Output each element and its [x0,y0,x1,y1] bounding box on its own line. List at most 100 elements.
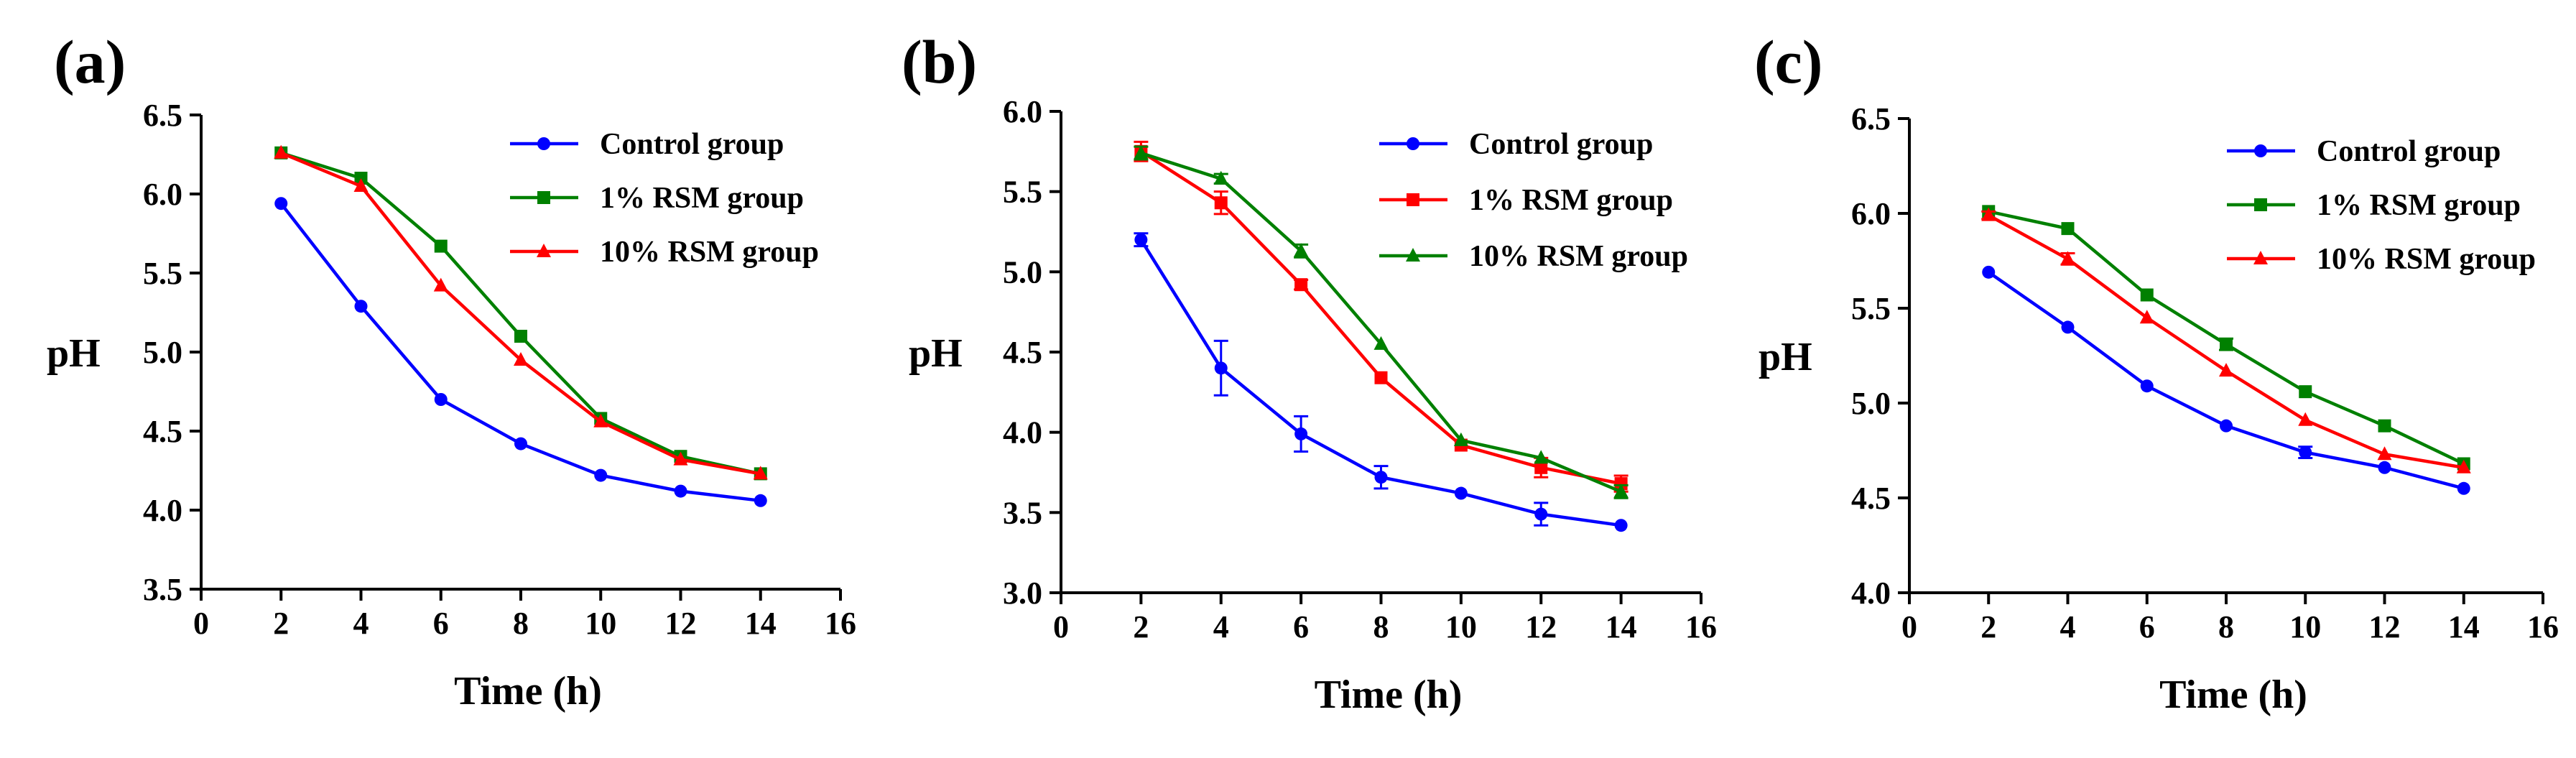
data-point [1214,196,1228,210]
data-point [2060,251,2075,265]
y-tick-label: 4.5 [1003,335,1042,370]
x-tick-label: 14 [1606,609,1637,644]
data-point [2061,222,2075,236]
data-point [1294,278,1308,292]
data-point [1453,432,1468,446]
data-point [1534,461,1548,474]
data-point [2299,445,2312,459]
y-tick-label: 6.0 [1003,94,1042,129]
data-point [2299,385,2312,399]
x-tick-label: 10 [585,606,616,641]
x-tick-label: 16 [825,606,856,641]
data-point [1981,207,1996,221]
y-tick-label: 5.5 [1851,291,1891,326]
x-tick-label: 4 [2060,609,2076,644]
panel-label: (b) [902,27,977,96]
x-tick-label: 2 [273,606,289,641]
data-point [2378,461,2391,474]
x-tick-label: 0 [193,606,209,641]
y-tick-label: 6.0 [143,177,182,212]
data-point [1454,486,1468,500]
legend-label: 1% RSM group [2317,189,2521,222]
x-tick-label: 12 [2369,609,2401,644]
data-point [1373,336,1389,350]
y-tick-label: 3.0 [1003,576,1042,611]
y-axis-title: pH [1759,335,1812,379]
data-point [1534,507,1548,521]
y-tick-label: 4.5 [1851,481,1891,516]
data-point [514,437,527,450]
data-point [1534,450,1549,464]
panel-b: (b) 3.0 3.5 4.0 4.5 5.0 5.5 6.0 0 2 4 6 8 10 12 14 16 Tim… [902,27,1717,717]
legend-marker [2254,198,2267,211]
data-point [433,277,448,292]
x-tick-label: 2 [1980,609,1996,644]
x-tick-label: 10 [2289,609,2321,644]
data-point [2377,446,2392,461]
x-tick-label: 2 [1133,609,1149,644]
x-tick-label: 14 [2448,609,2480,644]
panel-c: (c) 4.0 4.5 5.0 5.5 6.0 6.5 0 2 4 6 8 10 12 14 16 Time (… [1754,27,2559,717]
x-tick-label: 4 [353,606,369,641]
legend-marker [1407,193,1419,206]
data-point [2298,412,2313,426]
data-point [274,144,289,159]
series-control-group [1134,232,1628,532]
x-tick-label: 6 [433,606,449,641]
data-point [1613,484,1628,498]
panel-label: (a) [54,27,126,96]
series-control-group [1982,265,2470,495]
legend-label: Control group [600,128,784,161]
data-point [1374,471,1388,484]
panel-label: (c) [1754,27,1822,96]
y-tick-label: 5.5 [1003,175,1042,210]
legend-label: 10% RSM group [1469,240,1688,273]
data-point [1614,519,1628,532]
x-tick-label: 8 [1373,609,1389,644]
data-point [1214,361,1228,375]
data-point [2219,363,2233,377]
x-axis-title: Time (h) [1315,673,1463,717]
data-point [2140,288,2154,302]
y-tick-label: 3.5 [143,572,182,607]
x-tick-label: 14 [745,606,777,641]
y-tick-label: 4.5 [143,414,182,449]
data-point [1134,145,1149,160]
x-axis-title: Time (h) [2159,673,2307,717]
x-tick-label: 0 [1901,609,1917,644]
data-point [1294,243,1309,257]
data-point [514,330,527,343]
legend-marker [537,137,550,150]
data-point [2139,310,2154,324]
x-tick-label: 16 [2527,609,2559,644]
legend-marker [2254,144,2267,157]
series-10-rsm-group [1134,145,1628,499]
panel-a: (a) 3.5 4.0 4.5 5.0 5.5 6.0 6.5 0 2 4 6 8 10 12 14 16 Tim… [47,27,856,713]
data-point [673,451,688,466]
data-point [1374,371,1388,384]
data-point [2457,481,2470,495]
legend-label: 10% RSM group [600,236,819,269]
data-point [1134,233,1148,246]
y-tick-label: 4.0 [1851,576,1891,611]
data-point [1213,170,1228,185]
x-tick-label: 6 [2139,609,2155,644]
x-tick-label: 12 [665,606,697,641]
data-point [2456,459,2471,473]
legend-label: 1% RSM group [600,182,804,215]
data-point [754,494,767,507]
data-point [2220,419,2233,433]
data-point [1982,265,1996,279]
series-10-rsm-group [274,144,768,480]
legend-label: Control group [1469,128,1653,161]
data-point [353,178,369,192]
y-tick-label: 5.0 [1003,254,1042,290]
data-point [674,484,687,498]
legend-marker [2253,251,2268,264]
data-point [434,393,448,406]
data-point [753,466,768,480]
x-tick-label: 6 [1293,609,1309,644]
y-tick-label: 5.0 [143,335,182,370]
x-tick-label: 0 [1053,609,1069,644]
